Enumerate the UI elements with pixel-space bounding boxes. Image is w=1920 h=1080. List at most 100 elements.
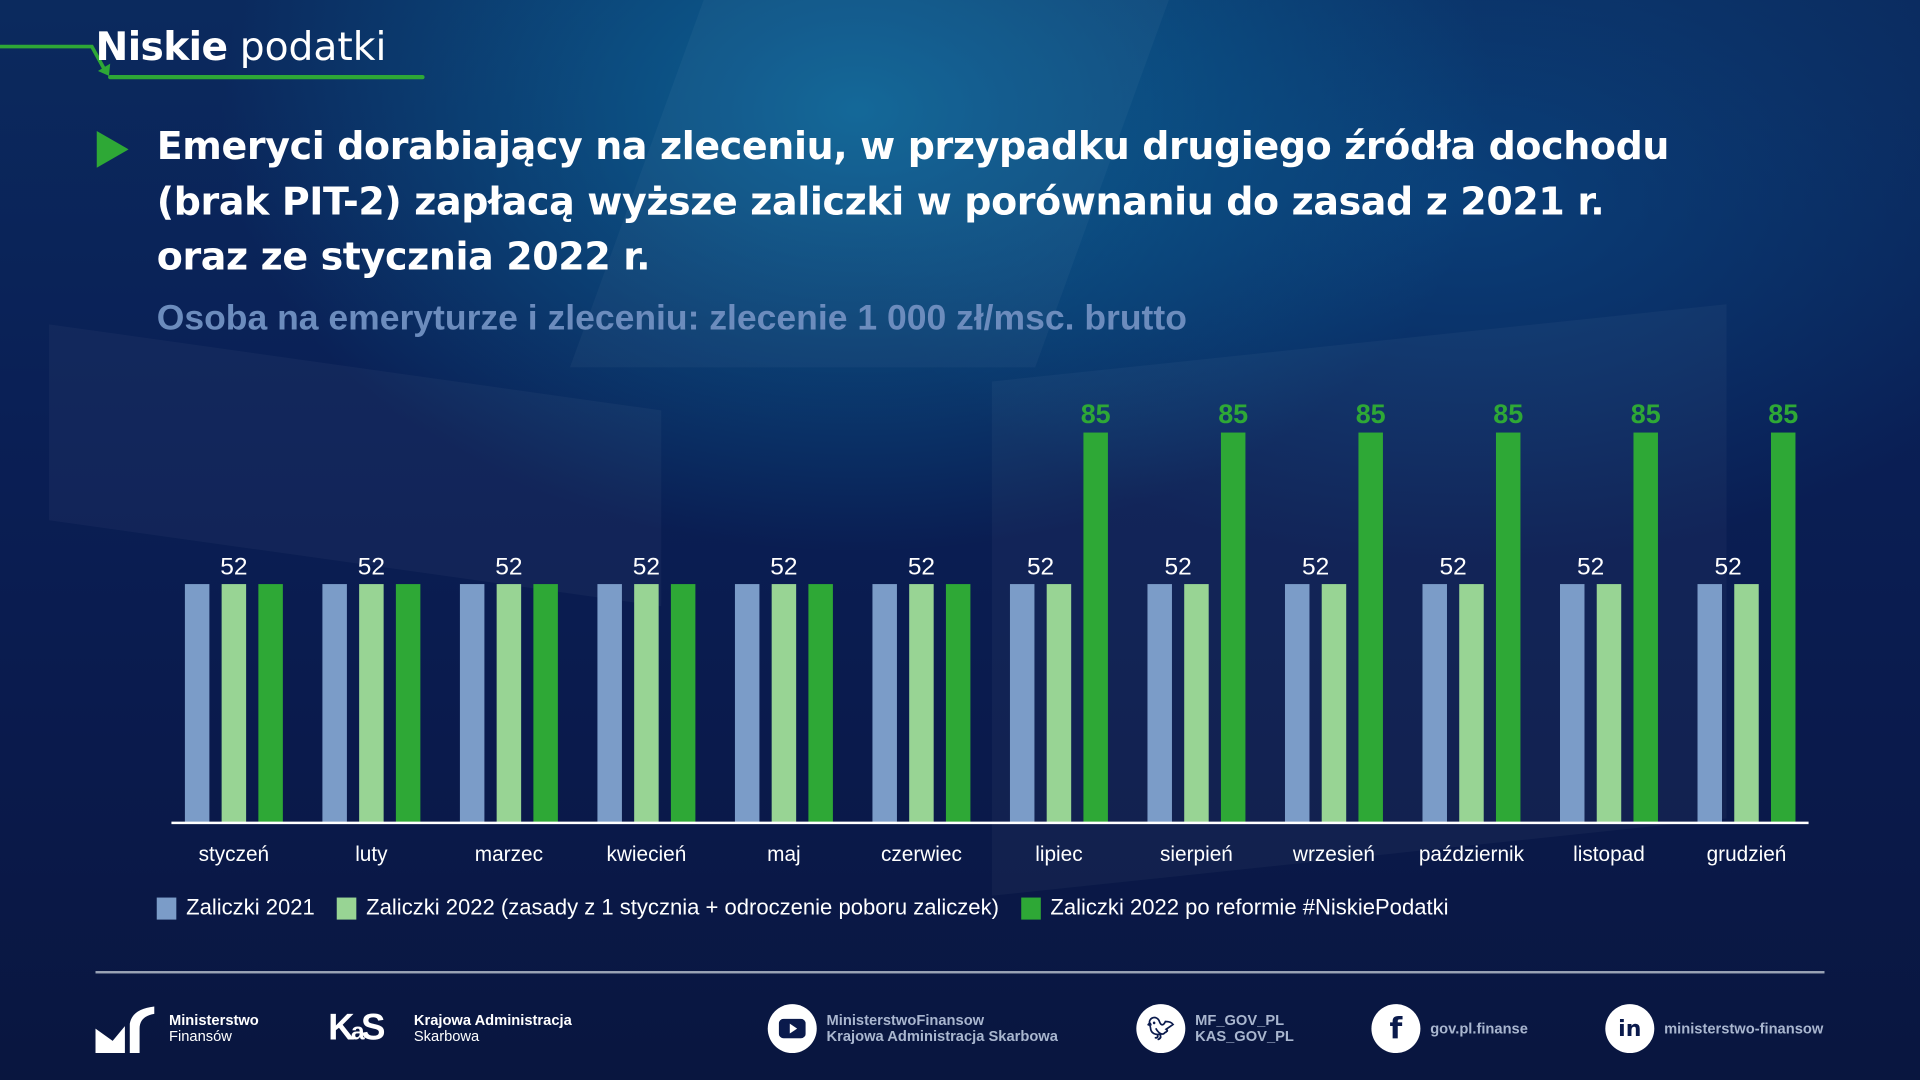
x-tick-label: luty bbox=[355, 843, 388, 866]
x-tick-label: grudzień bbox=[1707, 843, 1787, 866]
data-label: 52 bbox=[1027, 553, 1054, 580]
bar bbox=[1046, 584, 1072, 823]
legend-label: Zaliczki 2021 bbox=[186, 895, 315, 920]
twitter-icon: 🐦︎ bbox=[1136, 1004, 1186, 1054]
data-label: 52 bbox=[1439, 553, 1466, 580]
data-label: 52 bbox=[495, 553, 522, 580]
data-label: 52 bbox=[770, 553, 797, 580]
x-tick-label: listopad bbox=[1573, 843, 1645, 866]
youtube-handle: Krajowa Administracja Skarbowa bbox=[826, 1027, 1058, 1045]
data-label: 52 bbox=[1715, 553, 1742, 580]
kas-logo-mark: KaS bbox=[328, 1007, 385, 1049]
data-label: 52 bbox=[358, 553, 385, 580]
facebook-link[interactable]: f gov.pl.finanse bbox=[1371, 998, 1528, 1059]
linkedin-link[interactable]: in ministerstwo-finansow bbox=[1605, 998, 1823, 1059]
data-label: 52 bbox=[1577, 553, 1604, 580]
title-line: (brak PIT-2) zapłacą wyższe zaliczki w p… bbox=[156, 180, 1605, 225]
legend-label: Zaliczki 2022 (zasady z 1 stycznia + odr… bbox=[366, 895, 999, 920]
data-label: 52 bbox=[220, 553, 247, 580]
x-tick-label: styczeń bbox=[199, 843, 270, 866]
title-line: Emeryci dorabiający na zleceniu, w przyp… bbox=[156, 124, 1670, 169]
legend: Zaliczki 2021 Zaliczki 2022 (zasady z 1 … bbox=[156, 895, 1449, 921]
bar bbox=[1358, 432, 1383, 823]
data-label: 85 bbox=[1081, 399, 1111, 429]
x-tick-label: sierpień bbox=[1160, 843, 1233, 866]
x-tick-label: wrzesień bbox=[1292, 843, 1375, 866]
bar bbox=[945, 584, 971, 823]
bar bbox=[1596, 584, 1622, 823]
kas-logo: KaS Krajowa Administracja Skarbowa bbox=[328, 998, 572, 1059]
bar bbox=[459, 584, 485, 823]
legend-item: Zaliczki 2021 bbox=[156, 895, 315, 921]
data-label: 52 bbox=[1164, 553, 1191, 580]
bar bbox=[359, 584, 384, 823]
x-tick-label: marzec bbox=[475, 843, 543, 866]
legend-swatch bbox=[1020, 896, 1041, 919]
bar bbox=[634, 584, 659, 823]
bar bbox=[322, 584, 347, 823]
twitter-link[interactable]: 🐦︎ MF_GOV_PL KAS_GOV_PL bbox=[1136, 998, 1294, 1059]
bar bbox=[909, 584, 934, 823]
bar bbox=[1220, 432, 1246, 823]
bar bbox=[872, 584, 897, 823]
x-tick-label: kwiecień bbox=[607, 843, 687, 866]
bar bbox=[533, 584, 558, 823]
brand-bold: Niskie bbox=[95, 23, 229, 70]
legend-item: Zaliczki 2022 po reformie #NiskiePodatki bbox=[1020, 895, 1449, 921]
play-triangle-icon bbox=[96, 131, 129, 168]
brand-logo: Niskie podatki bbox=[96, 22, 387, 71]
bar bbox=[597, 584, 622, 823]
bar bbox=[184, 584, 210, 823]
bar bbox=[1633, 432, 1658, 823]
mf-logo-mark bbox=[95, 1006, 155, 1054]
bar-chart: 52 styczeń 52 luty 52 marzec 52 kwiecień 52 maj 52… bbox=[171, 399, 1809, 866]
bar bbox=[1459, 584, 1484, 823]
facebook-handle: gov.pl.finanse bbox=[1430, 1019, 1528, 1037]
bar bbox=[771, 584, 797, 823]
linkedin-handle: ministerstwo-finansow bbox=[1664, 1019, 1824, 1037]
legend-swatch bbox=[156, 896, 177, 919]
bar bbox=[1422, 584, 1447, 823]
title-line: oraz ze stycznia 2022 r. bbox=[156, 235, 651, 280]
kas-name: Krajowa Administracja bbox=[413, 1011, 572, 1029]
data-label: 85 bbox=[1218, 399, 1248, 429]
x-tick-label: lipiec bbox=[1035, 843, 1082, 866]
mf-logo: Ministerstwo Finansów bbox=[95, 998, 259, 1059]
header-arrow-line bbox=[0, 44, 425, 80]
youtube-link[interactable]: MinisterstwoFinansow Krajowa Administracj… bbox=[767, 998, 1058, 1059]
youtube-icon bbox=[767, 1004, 817, 1054]
bar bbox=[808, 584, 833, 823]
data-label: 52 bbox=[908, 553, 935, 580]
twitter-handle: MF_GOV_PL bbox=[1195, 1011, 1285, 1029]
bar bbox=[734, 584, 760, 823]
linkedin-icon: in bbox=[1605, 1004, 1655, 1054]
bar bbox=[1184, 584, 1209, 823]
data-label: 85 bbox=[1631, 399, 1661, 429]
bar bbox=[258, 584, 283, 823]
data-label: 85 bbox=[1493, 399, 1523, 429]
x-tick-label: maj bbox=[767, 843, 801, 866]
footer-divider bbox=[95, 971, 1825, 974]
bar bbox=[1009, 584, 1035, 823]
bar bbox=[670, 584, 696, 823]
legend-label: Zaliczki 2022 po reformie #NiskiePodatki bbox=[1050, 895, 1449, 920]
bar bbox=[1560, 584, 1585, 823]
brand-light: podatki bbox=[239, 23, 387, 70]
twitter-handle: KAS_GOV_PL bbox=[1195, 1027, 1294, 1045]
x-tick-label: czerwiec bbox=[881, 843, 962, 866]
data-label: 85 bbox=[1768, 399, 1798, 429]
bar bbox=[1321, 584, 1347, 823]
data-label: 52 bbox=[1302, 553, 1329, 580]
legend-item: Zaliczki 2022 (zasady z 1 stycznia + odr… bbox=[336, 895, 999, 921]
mf-name: Ministerstwo bbox=[168, 1011, 259, 1029]
bar bbox=[1147, 584, 1172, 823]
page-title: Emeryci dorabiający na zleceniu, w przyp… bbox=[157, 120, 1871, 285]
bar bbox=[496, 584, 522, 823]
data-label: 85 bbox=[1356, 399, 1386, 429]
youtube-handle: MinisterstwoFinansow bbox=[826, 1011, 985, 1029]
legend-swatch bbox=[336, 896, 357, 919]
data-label: 52 bbox=[633, 553, 660, 580]
facebook-icon: f bbox=[1371, 1004, 1421, 1054]
bar bbox=[221, 584, 247, 823]
